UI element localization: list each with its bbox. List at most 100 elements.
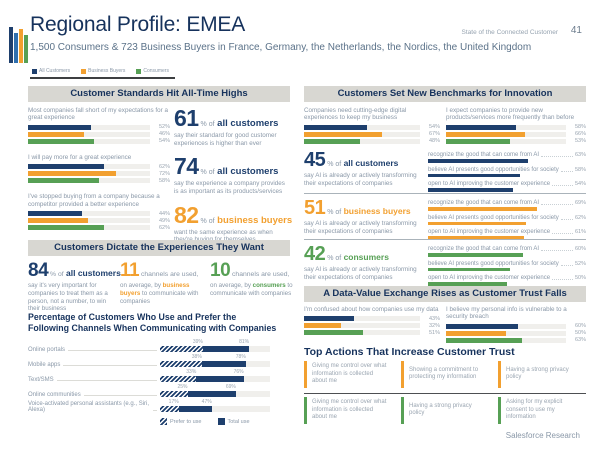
ai-bar-label-text: believe AI presents good opportunities f… [428,260,559,267]
mini-stat-audience: consumers [252,282,286,289]
tri-bar-track [446,138,566,144]
channel-leader-line [83,395,157,396]
big-stat: 61 % of all customers say their standard … [174,107,290,147]
legend-swatch-icon [32,68,37,74]
big-stat-audience: all customers [214,118,279,129]
tri-bar-track [304,323,420,329]
tri-bar-row: 72% [28,170,170,177]
channel-prefer-bar [160,361,202,367]
tri-bar-row: 54% [304,124,440,131]
tri-bar-fill [446,124,516,130]
channel-prefer-bar [160,346,203,352]
ai-stat-number: 51 [304,197,326,219]
tri-bar-fill [304,124,367,130]
mini-stat-number: 84 [28,260,49,281]
tri-bar-chart: I will pay more for a great experience 62… [28,154,170,184]
ai-stat-left: 51 % of business buyers say AI is already… [304,198,424,244]
action-card-business-buyer: Giving me control over what information … [304,361,392,388]
channel-label: Online communities [28,392,160,398]
tri-bar-row: 51% [304,329,440,336]
tri-bar-row: 32% [304,322,440,329]
tri-bar-row: 53% [446,138,586,145]
tri-bar-value: 58% [158,177,170,184]
tri-bar-track [304,316,420,322]
ai-bar-row: recognize the good that can come from AI… [428,200,586,211]
channel-row: Text/SMS 33% 76% [28,368,276,383]
action-card-business-buyer: Having a strong privacy policy [498,361,586,388]
big-stat-of: % of [198,169,215,177]
legend-swatch-icon [136,68,142,74]
big-stat-headline: 61 % of all customers [174,107,290,130]
tri-bar-track [28,211,150,217]
ai-block-divider [304,239,586,240]
ai-bar-label: recognize the good that can come from AI… [428,200,586,206]
channel-total-use-bar [160,361,246,367]
ai-stat-desc: say AI is already or actively transformi… [304,172,417,187]
tri-bar-row: 60% [446,323,586,330]
channel-leader-line [63,365,157,366]
ai-bar-leader-line [541,250,573,251]
channel-prefer-value: 17% [168,399,179,405]
ai-bar-fill [428,173,520,177]
mini-stat: 10 channels are used, on average, by cons… [210,261,294,313]
ai-bar-fill [428,159,528,163]
ai-stat-number: 42 [304,243,326,265]
tri-bar-value: 49% [158,217,170,224]
section-band-trust: A Data-Value Exchange Rises as Customer … [304,286,586,302]
innovation-chart-digital: Companies need cutting-edge digital expe… [304,107,440,153]
standards-body: Most companies fall short of my expectat… [28,107,292,252]
ai-bar-value: 50% [574,275,586,281]
ai-stat-number: 45 [304,149,326,171]
tri-bar-track [28,171,150,177]
mini-stat-after: channels are used, [230,271,290,278]
ai-stat-audience: business buyers [341,206,411,216]
section-band-standards: Customer Standards Hit All-Time Highs [28,86,290,102]
tri-bar-track [446,124,566,130]
tri-bar-value: 46% [158,131,170,138]
ai-bar-row: open to AI improving the customer experi… [428,275,586,286]
channel-total-value: 81% [239,339,250,345]
ai-bar-label: open to AI improving the customer experi… [428,275,586,281]
ai-bar-label-text: believe AI presents good opportunities f… [428,214,559,221]
tri-bar-chart-label: I expect companies to provide new produc… [446,107,575,122]
channel-label: Online portals [28,347,160,353]
report-brand: State of the Connected Customer [461,29,558,36]
tri-bar-chart-label: I've stopped buying from a company becau… [28,193,160,208]
ai-bar-value: 63% [574,152,586,158]
channel-label-text: Mobile apps [28,362,61,368]
channel-row: Online portals 39% 81% [28,338,276,353]
tri-bar-chart: I'm confused about how companies use my … [304,306,440,336]
channels-legend: Prefer to use Total use [160,418,250,425]
dictate-stats: 84 % of all customers say it's very impor… [28,261,294,313]
mini-stat: 84 % of all customers say it's very impor… [28,260,121,313]
channel-prefer-value: 25% [177,384,188,390]
channel-label: Text/SMS [28,377,160,383]
big-stat-desc: say their standard for good customer exp… [174,132,277,147]
mini-stat-after: % of [48,271,64,278]
action-card-consumer-text: Giving me control over what information … [312,399,387,420]
tri-bar-value: 62% [158,224,170,231]
legend-label: Business Buyers [88,68,126,74]
channel-prefer-value: 38% [191,354,202,360]
ai-bar-label-text: open to AI improving the customer experi… [428,275,551,281]
big-stat-headline: 74 % of all customers [174,155,290,178]
ai-stat-bars: recognize the good that can come from AI… [428,150,586,196]
ai-stat-block: 42 % of consumers say AI is already or ac… [304,244,586,290]
tri-bar-fill [304,316,354,322]
channel-row: Voice-activated personal assistants (e.g… [28,398,276,413]
big-stat-desc: want the same experience as when they're… [174,228,273,244]
tri-bar-fill [446,323,518,329]
action-card-business-buyer-text: Showing a commitment to protecting my in… [409,366,479,381]
mini-stat-headline: 84 % of all customers [28,260,121,281]
ai-stat-audience: all customers [341,158,399,168]
channel-total-use-bar [160,406,212,412]
prefer-to-use-swatch-icon [160,418,167,425]
mini-stat-headline: 10 channels are used, [210,261,294,280]
channel-leader-line [56,380,157,381]
ai-bar-row: open to AI improving the customer experi… [428,181,586,192]
channel-prefer-value: 39% [192,339,203,345]
ai-bar-label: open to AI improving the customer experi… [428,229,586,235]
ai-bar-leader-line [541,204,573,205]
page-number: 41 [570,25,582,36]
